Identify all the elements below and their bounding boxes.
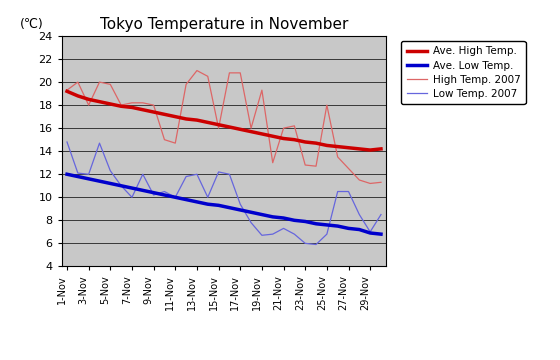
Text: (℃): (℃) (20, 18, 43, 31)
Title: Tokyo Temperature in November: Tokyo Temperature in November (100, 17, 348, 32)
Legend: Ave. High Temp., Ave. Low Temp., High Temp. 2007, Low Temp. 2007: Ave. High Temp., Ave. Low Temp., High Te… (402, 41, 526, 104)
